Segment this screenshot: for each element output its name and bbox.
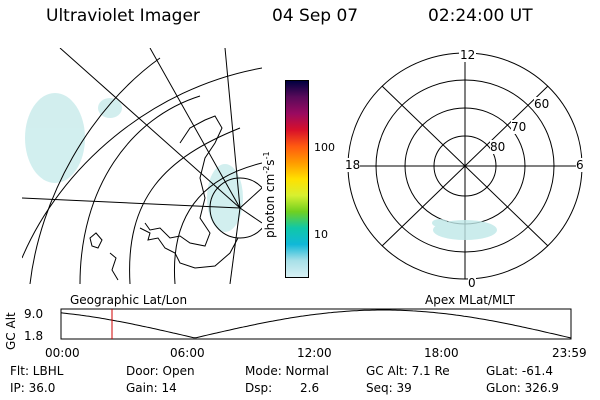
glat-info: GLat: -61.4	[486, 364, 553, 378]
colorbar-tick-10: 10	[314, 228, 328, 241]
polar-mlt-plot	[347, 52, 583, 280]
polar-panel-label: Apex MLat/MLT	[425, 293, 515, 307]
lon-line	[59, 48, 241, 209]
gain-info: Gain: 14	[126, 381, 177, 395]
dsp-value: 2.6	[300, 381, 320, 395]
geo-panel-label: Geographic Lat/Lon	[70, 293, 188, 307]
coastline	[139, 227, 239, 269]
lat-line	[22, 67, 262, 259]
ip-info: IP: 36.0	[10, 381, 56, 395]
seq-info: Seq: 39	[366, 381, 412, 395]
mlt-label-18: 18	[345, 158, 361, 172]
door-info: Door: Open	[126, 364, 195, 378]
orbit-ytick-top: 9.0	[24, 307, 44, 321]
aurora-emission	[25, 93, 243, 232]
aurora-oval	[432, 219, 497, 240]
gc-alt-info: GC Alt: 7.1 Re	[366, 364, 450, 378]
colorbar-tick-100: 100	[314, 141, 335, 154]
mlt-label-12: 12	[459, 48, 477, 62]
lat-line	[129, 127, 241, 284]
lon-line	[224, 48, 241, 209]
lon-line	[229, 207, 241, 284]
filter-info: Flt: LBHL	[10, 364, 64, 378]
mlt-diagonal	[381, 85, 549, 247]
colorbar	[285, 80, 309, 278]
lon-line	[149, 48, 241, 209]
orbit-ylabel: GC Alt	[4, 312, 18, 350]
mode-info: Mode: Normal	[245, 364, 329, 378]
coastline	[144, 115, 223, 247]
coastline	[89, 232, 103, 249]
lon-line	[239, 187, 262, 224]
orbit-altitude-plot	[60, 308, 572, 340]
pole-circle	[209, 177, 262, 239]
orbit-ytick-bottom: 1.8	[24, 329, 44, 343]
lat-line	[79, 95, 201, 284]
coastline	[109, 252, 119, 281]
orbit-plot-frame	[60, 308, 572, 340]
time-label: 02:24:00 UT	[428, 6, 533, 26]
orbit-xtick-3: 18:00	[424, 346, 459, 360]
lat-label-70: 70	[511, 120, 527, 134]
altitude-curve	[60, 309, 572, 339]
dsp-info: Dsp:	[245, 381, 273, 395]
lat-label-80: 80	[490, 140, 506, 154]
lat-line	[173, 162, 262, 284]
colorbar-unit-label: photon cm-2s-1	[262, 151, 277, 238]
mlt-label-6: 6	[576, 158, 584, 172]
orbit-xtick-1: 06:00	[170, 346, 205, 360]
lon-line	[22, 197, 241, 209]
date-label: 04 Sep 07	[272, 6, 359, 26]
orbit-xtick-4: 23:59	[552, 346, 587, 360]
glon-info: GLon: 326.9	[486, 381, 559, 395]
lat-line	[29, 57, 161, 284]
mlt-label-0: 0	[468, 276, 476, 290]
orbit-xtick-0: 00:00	[45, 346, 80, 360]
geographic-map	[22, 48, 262, 284]
orbit-xtick-2: 12:00	[297, 346, 332, 360]
instrument-title: Ultraviolet Imager	[46, 6, 200, 26]
lat-label-60: 60	[534, 97, 550, 111]
